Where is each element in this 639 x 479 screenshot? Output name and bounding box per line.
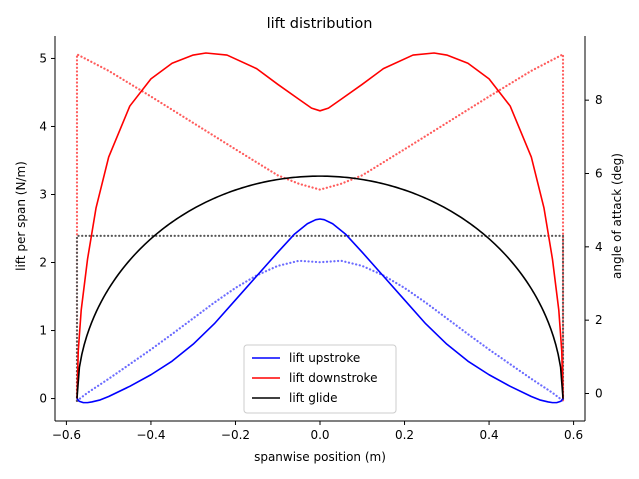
y-tick-label: 3 [39, 187, 47, 201]
chart-title: lift distribution [267, 16, 373, 32]
y-tick-label: 2 [39, 256, 47, 270]
series-line-angle-of-attack-upstroke [75, 259, 565, 402]
x-tick-label: −0.6 [52, 428, 81, 442]
legend: lift upstroke lift downstroke lift glide [243, 344, 397, 414]
legend-label-lift-downstroke: lift downstroke [289, 371, 377, 385]
x-tick-label: −0.2 [221, 428, 250, 442]
y-tick-label: 0 [39, 392, 47, 406]
series-line-lift-downstroke [76, 52, 564, 399]
y2-axis-label: angle of attack (deg) [610, 153, 624, 279]
x-tick-label: 0.4 [480, 428, 499, 442]
y2-tick-label: 4 [595, 240, 603, 254]
series-line-angle-of-attack-glide [75, 234, 565, 402]
series-line-lift-upstroke [76, 218, 564, 404]
y-tick-label: 1 [39, 324, 47, 338]
series-line-angle-of-attack-downstroke [75, 53, 565, 402]
x-tick-label: 0.6 [564, 428, 583, 442]
y2-tick-label: 6 [595, 167, 603, 181]
x-tick-label: 0.2 [395, 428, 414, 442]
y2-tick-label: 8 [595, 93, 603, 107]
y-tick-label: 5 [39, 51, 47, 65]
plot-lines [75, 52, 565, 404]
y-axis-label: lift per span (N/m) [14, 161, 28, 271]
x-tick-label: −0.4 [136, 428, 165, 442]
y-tick-label: 4 [39, 119, 47, 133]
legend-label-lift-glide: lift glide [289, 391, 338, 405]
x-tick-label: 0.0 [310, 428, 329, 442]
x-axis-label: spanwise position (m) [254, 450, 386, 464]
legend-label-lift-upstroke: lift upstroke [289, 351, 360, 365]
y2-tick-label: 2 [595, 313, 603, 327]
legend-box [243, 344, 397, 414]
y2-tick-label: 0 [595, 387, 603, 401]
axes: −0.6 −0.4 −0.2 0.0 0.2 0.4 0.6 0 1 2 3 4 5 0 2 4 6 8 [39, 36, 603, 442]
series-line-lift-glide [76, 175, 564, 399]
